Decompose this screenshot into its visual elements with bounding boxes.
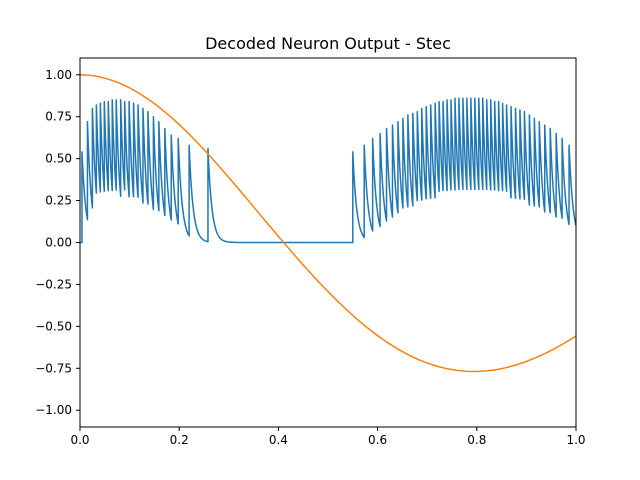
x-tick-label: 0.0 (70, 433, 89, 447)
y-tick-label: −0.75 (35, 361, 72, 375)
series-line-reference (80, 74, 576, 373)
series-line-decoded-output (80, 97, 576, 244)
y-tick-label: 0.00 (45, 236, 72, 250)
y-tick-label: 0.50 (45, 152, 72, 166)
y-tick-label: 0.25 (45, 194, 72, 208)
y-tick-label: 1.00 (45, 68, 72, 82)
plot-area: 0.0 0.2 0.4 0.6 0.8 1.0 1.00 0.75 0.50 0.25 0.00 −0… (35, 57, 586, 447)
chart-title: Decoded Neuron Output - Stec (205, 34, 451, 53)
x-tick-label: 0.4 (269, 433, 288, 447)
x-tick-label: 0.6 (368, 433, 387, 447)
y-tick-label: −0.50 (35, 319, 72, 333)
y-tick-label: −1.00 (35, 403, 72, 417)
x-tick-label: 1.0 (566, 433, 585, 447)
y-tick-label: −0.25 (35, 277, 72, 291)
y-tick-label: 0.75 (45, 110, 72, 124)
x-tick-label: 0.8 (467, 433, 486, 447)
x-tick-label: 0.2 (170, 433, 189, 447)
